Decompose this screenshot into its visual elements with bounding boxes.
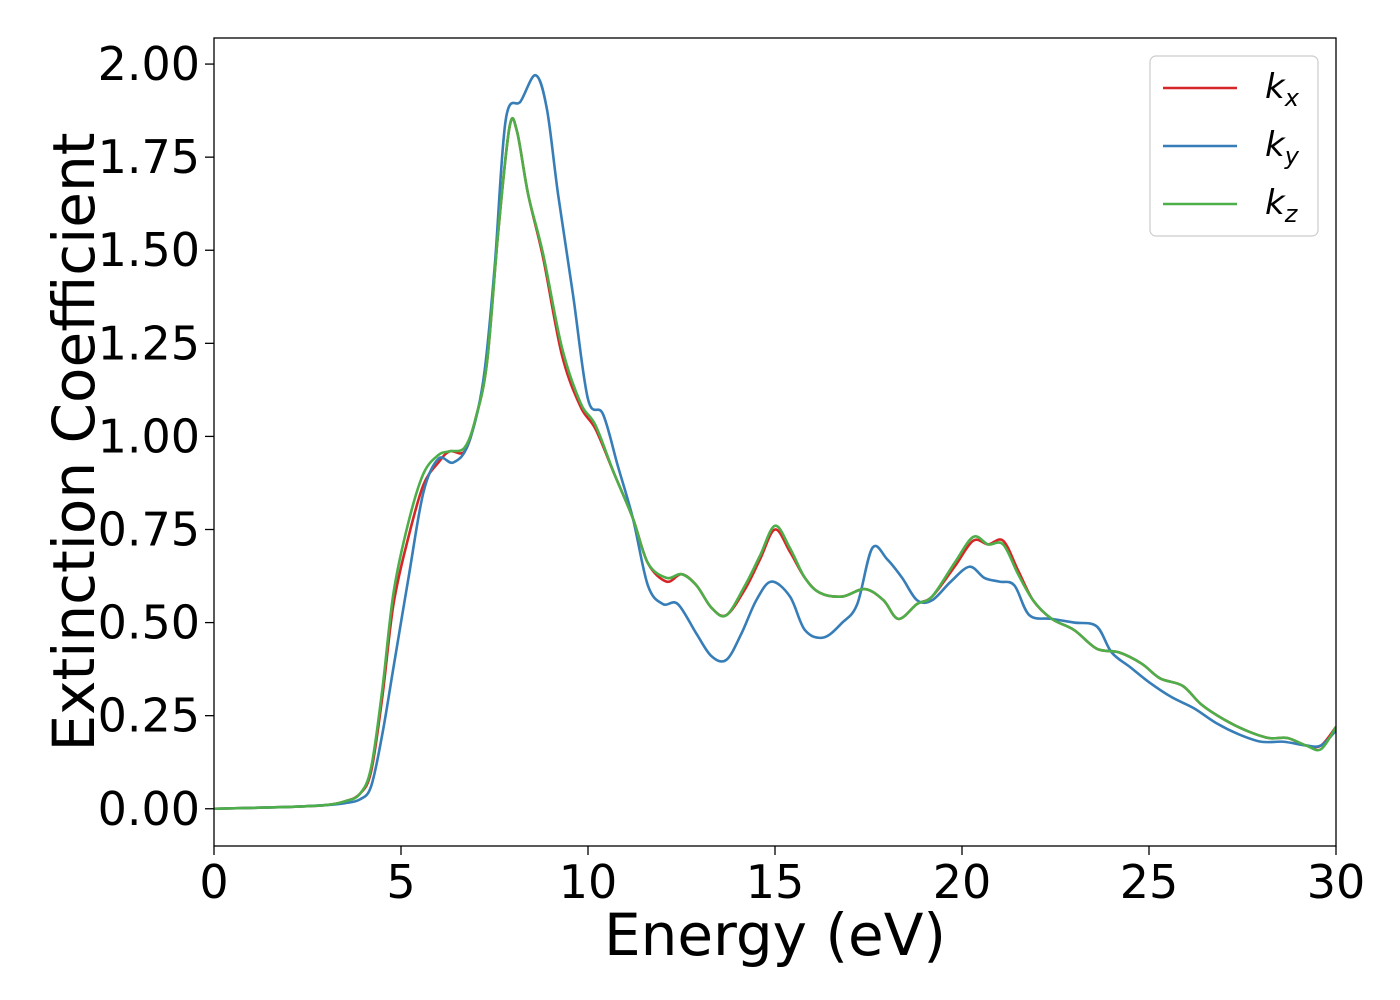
legend-label-kx: kx — [1265, 67, 1300, 112]
plot-frame — [213, 37, 1337, 847]
legend-label-subscript: x — [1284, 84, 1300, 112]
y-tick-label: 1.00 — [98, 409, 200, 463]
legend-label-kz: kz — [1265, 183, 1299, 228]
y-tick-label: 2.00 — [98, 37, 200, 91]
legend-label-subscript: y — [1284, 142, 1300, 170]
y-tick-label: 0.00 — [98, 782, 200, 836]
x-tick-label: 30 — [1307, 855, 1366, 909]
ticks-layer: 0 5 10 15 20 25 30 0.00 0.25 0.50 0.75 1.00 1.25 1.50… — [98, 37, 1366, 909]
x-tick-label: 15 — [746, 855, 805, 909]
series-layer — [214, 73, 1336, 811]
y-tick-label: 1.25 — [98, 316, 200, 370]
y-tick-label: 0.50 — [98, 596, 200, 650]
y-axis-title: Extinction Coefficient — [40, 133, 108, 752]
legend-label-ky: ky — [1265, 125, 1300, 170]
x-tick-label: 0 — [199, 855, 228, 909]
y-tick-label: 1.75 — [98, 130, 200, 184]
legend-label-base: k — [1265, 125, 1286, 165]
y-tick-label: 0.75 — [98, 503, 200, 557]
legend-label-base: k — [1265, 183, 1286, 223]
y-tick-label: 0.25 — [98, 689, 200, 743]
x-axis-title: Energy (eV) — [604, 901, 946, 969]
y-tick-label: 1.50 — [98, 223, 200, 277]
x-tick-label: 20 — [933, 855, 992, 909]
x-tick-label: 10 — [559, 855, 618, 909]
x-tick-label: 25 — [1120, 855, 1179, 909]
legend-label-base: k — [1265, 67, 1286, 107]
series-line-kz — [214, 116, 1336, 811]
x-tick-label: 5 — [386, 855, 415, 909]
legend-label-subscript: z — [1284, 200, 1299, 228]
